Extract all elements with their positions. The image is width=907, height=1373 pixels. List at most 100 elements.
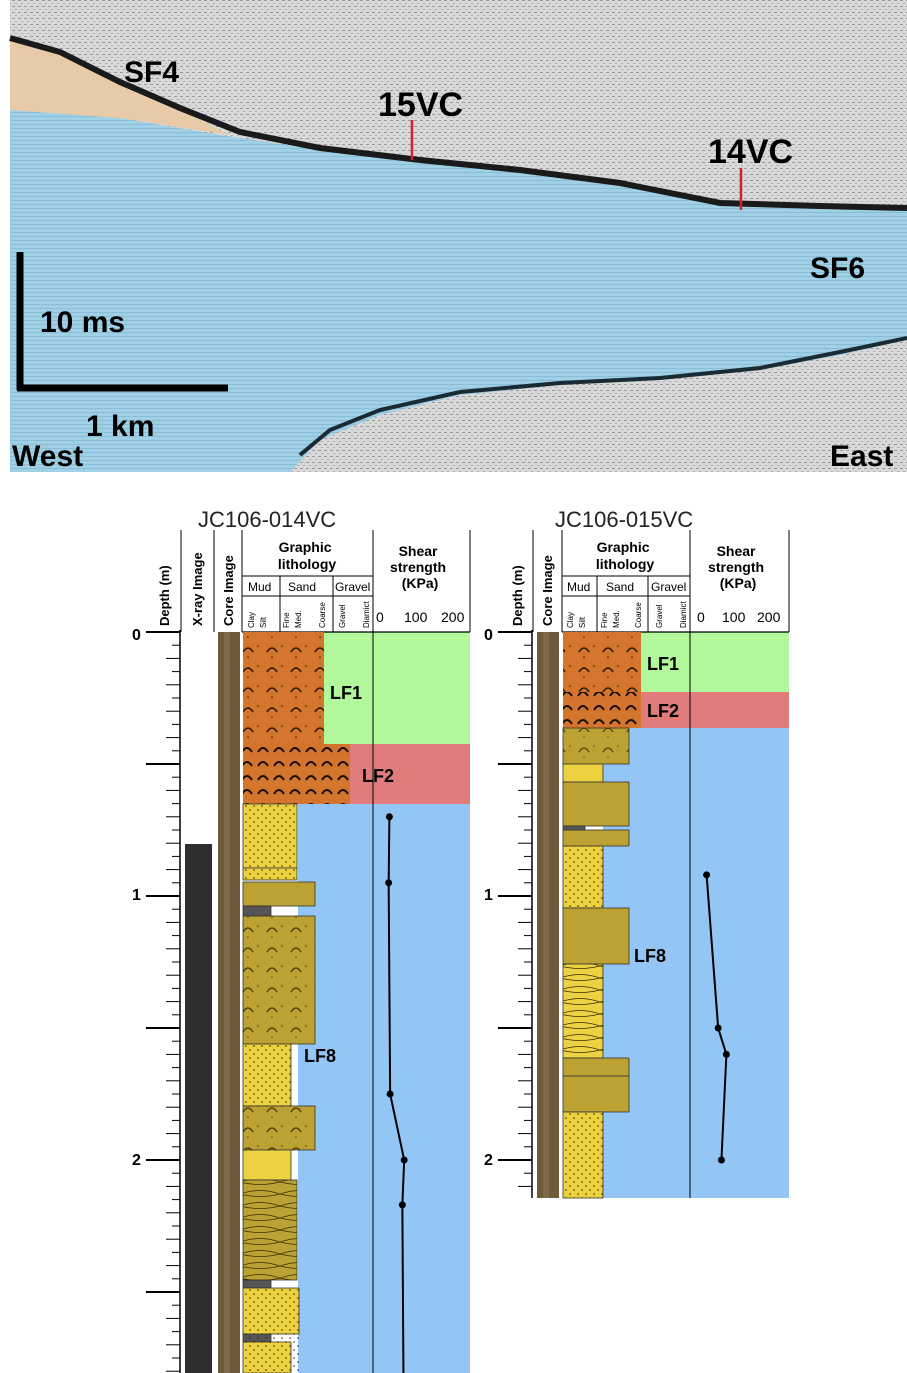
label-distance-scale: 1 km [86,410,154,443]
facies-label-lf8-014: LF8 [304,1046,336,1066]
facies-lf2-014 [350,744,470,804]
facies-label-lf8-015: LF8 [634,946,666,966]
shear-strength-point [722,1050,730,1058]
svg-text:Coarse: Coarse [318,602,327,628]
shear-strength-point [385,879,393,887]
facies-label-lf2-014: LF2 [362,766,394,786]
header-core-image-015: Core Image [540,555,555,626]
log-header-014 [180,530,471,632]
shear-strength-line [387,816,406,1373]
scale-bar [16,252,228,392]
facies-label-lf1-015: LF1 [647,654,679,674]
svg-text:100: 100 [722,609,746,625]
group-sand: Sand [288,580,316,594]
svg-text:0: 0 [697,609,705,625]
depth-label-015-2: 2 [484,1152,493,1169]
svg-text:0: 0 [376,609,384,625]
svg-text:200: 200 [757,609,781,625]
core-title-014: JC106-014VC [198,507,336,532]
core-title-015: JC106-015VC [555,507,693,532]
depth-ticks-014 [146,631,180,1372]
lith-lenses-014 [243,1180,297,1280]
header-graphic-lithology-015: Graphic lithology [596,539,655,572]
core-photo-014-shade [224,632,230,1373]
group-gravel: Gravel [335,580,370,594]
core-photo-015-shade [543,632,549,1198]
shear-strength-point [400,1156,408,1164]
sf4-unit [10,40,230,135]
subgroup-labels-015: Clay Silt Fine Med. Coarse Gravel Diamic… [566,601,688,628]
lith-arcs-014c [243,916,315,1044]
depth-label-015-1: 1 [484,887,493,904]
facies-lf8-014 [298,804,470,1373]
label-sf6: SF6 [810,252,865,285]
lith-dots-015a [563,846,603,908]
facies-lf1-014 [324,632,470,744]
depth-label-2: 2 [132,1152,141,1169]
xray-image [185,844,212,1373]
group-mud: Mud [248,580,271,594]
svg-text:Silt: Silt [259,616,268,628]
svg-text:Gravel: Gravel [338,604,347,628]
group-mud-015: Mud [567,580,590,594]
group-gravel-015: Gravel [651,580,686,594]
label-14vc: 14VC [708,133,793,171]
depth-label-0: 0 [132,627,141,644]
svg-text:Coarse: Coarse [634,602,643,628]
lith-pattern-014b [243,744,350,804]
svg-text:Fine: Fine [600,612,609,628]
label-15vc: 15VC [378,86,463,124]
shear-profile-014 [385,813,408,1373]
header-depth-015: Depth (m) [510,565,525,626]
header-depth: Depth (m) [157,565,172,626]
header-shear-strength: Shear strength (KPa) [390,543,450,591]
svg-text:Fine: Fine [282,612,291,628]
seafloor-reflector [9,35,907,211]
shear-strength-point [386,1090,394,1098]
lith-dots-015b [563,1112,603,1198]
lith-dots-014c [243,1288,299,1373]
sf6-base-reflector [298,336,907,457]
header-core-image: Core Image [221,555,236,626]
core-log-015vc: JC106-015VC Depth (m) Core Image Graphic… [484,507,790,1199]
label-west: West [12,440,83,473]
label-east: East [830,440,893,473]
lith-lenses-015 [563,964,603,1058]
facies-label-lf2-015: LF2 [647,701,679,721]
depth-ticks-015 [498,631,532,1187]
shear-ticks-015: 0 100 200 [697,609,781,625]
shear-strength-point [398,1201,406,1209]
svg-text:Diamict: Diamict [679,601,688,628]
facies-lf2-015 [641,692,789,728]
header-xray: X-ray Image [190,552,205,626]
facies-label-lf1-014: LF1 [330,683,362,703]
shear-strength-point [717,1156,725,1164]
shear-strength-point [703,871,711,879]
svg-text:Clay: Clay [566,612,575,628]
svg-text:Silt: Silt [578,616,587,628]
facies-lf1-015 [641,632,789,692]
svg-text:200: 200 [441,609,465,625]
shear-strength-point [385,813,393,821]
lith-arcs-015c [563,728,629,764]
sf6-unit [10,110,907,472]
seismic-profile: SF4 15VC 14VC SF6 10 ms 1 km West East [9,0,907,473]
svg-text:Med.: Med. [294,610,303,628]
lith-pattern-015b [563,692,641,728]
depth-label-015-0: 0 [484,627,493,644]
depth-label-1: 1 [132,887,141,904]
log-header-015 [532,530,790,632]
label-time-scale: 10 ms [40,306,125,339]
header-shear-strength-015: Shear strength (KPa) [708,543,768,591]
lith-pattern-015a [563,632,641,692]
lith-arcs-014d [243,1106,315,1150]
shear-strength-point [714,1024,722,1032]
shear-strength-line [705,874,728,1161]
svg-text:Clay: Clay [247,612,256,628]
label-sf4: SF4 [124,56,179,89]
svg-text:Gravel: Gravel [655,604,664,628]
svg-text:Med.: Med. [612,610,621,628]
svg-text:Diamict: Diamict [362,601,371,628]
lith-dots-014b [243,1044,291,1106]
